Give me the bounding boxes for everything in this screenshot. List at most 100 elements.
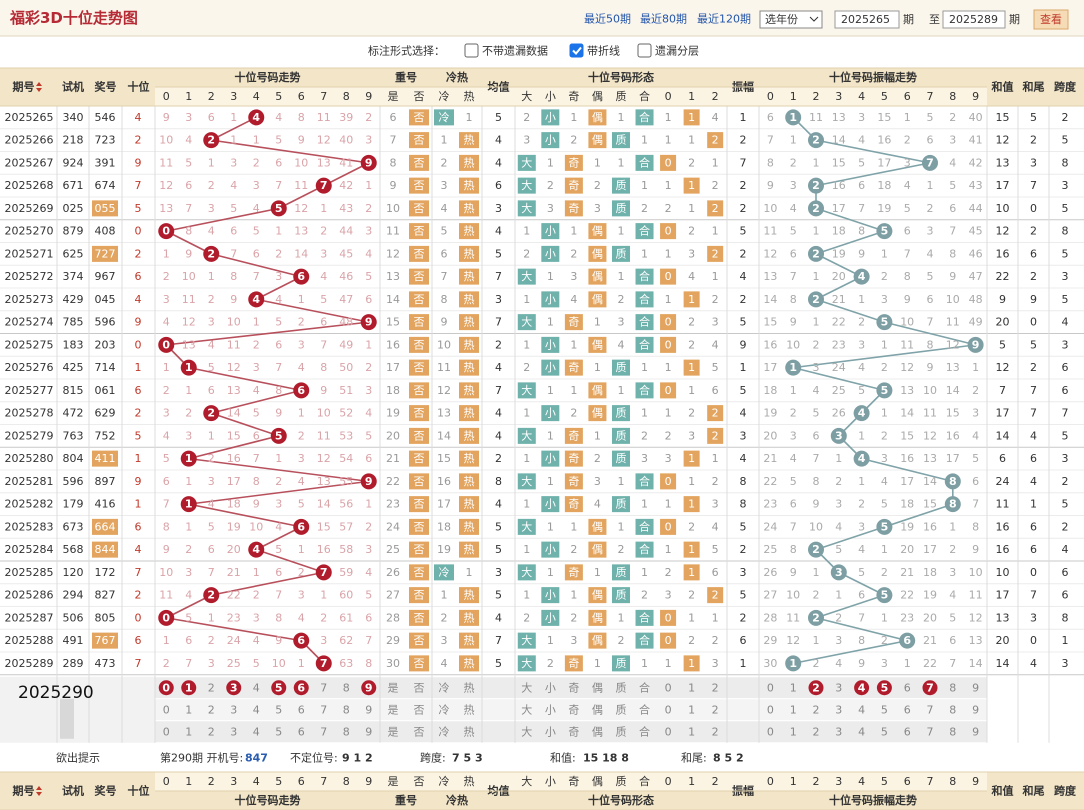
link[interactable]: 最近50期 bbox=[584, 13, 631, 26]
form-miss: 1 bbox=[665, 657, 672, 670]
sub-header: 小 bbox=[545, 90, 556, 103]
checkbox[interactable] bbox=[637, 43, 652, 58]
year-select[interactable] bbox=[759, 10, 823, 29]
picked-amp[interactable] bbox=[808, 680, 824, 696]
trend-miss: 4 bbox=[298, 361, 305, 374]
trend-miss: 9 bbox=[298, 134, 305, 147]
form-miss: 1 bbox=[570, 384, 577, 397]
amp-link bbox=[815, 139, 931, 164]
test-number: 218 bbox=[63, 134, 84, 147]
coldhot-miss: 6 bbox=[441, 247, 448, 260]
amp-miss: 7 bbox=[927, 316, 934, 329]
repeat: 否 bbox=[414, 179, 425, 192]
amp-miss: 18 bbox=[923, 566, 937, 579]
view-button[interactable] bbox=[1033, 9, 1069, 30]
predict-fixed: 9 1 2 bbox=[342, 752, 373, 765]
trend-link bbox=[278, 184, 325, 210]
coldhot: 热 bbox=[464, 316, 475, 329]
picked-trend[interactable] bbox=[361, 680, 377, 696]
from-input[interactable] bbox=[834, 10, 900, 29]
trend-hit-label: 0 bbox=[162, 611, 170, 624]
picked-amp[interactable] bbox=[922, 680, 938, 696]
selector-digit: 4 bbox=[253, 681, 260, 694]
selector-digit: 7 bbox=[320, 681, 327, 694]
test-number: 425 bbox=[63, 361, 84, 374]
amp-miss: 48 bbox=[969, 293, 983, 306]
amp-miss: 5 bbox=[858, 156, 865, 169]
trend-miss: 11 bbox=[294, 179, 308, 192]
picked-trend[interactable] bbox=[293, 680, 309, 696]
sub-header: 3 bbox=[230, 90, 237, 103]
amp-miss: 3 bbox=[835, 498, 842, 511]
coldhot-miss: 3 bbox=[441, 179, 448, 192]
amp-hit bbox=[830, 564, 847, 581]
trend-miss: 10 bbox=[249, 520, 263, 533]
form-miss: 2 bbox=[688, 407, 695, 420]
amp-miss: 1 bbox=[813, 316, 820, 329]
picked-trend[interactable] bbox=[181, 680, 197, 696]
trend-miss: 12 bbox=[227, 361, 241, 374]
form-miss: 1 bbox=[523, 225, 530, 238]
amp-miss: 10 bbox=[809, 520, 823, 533]
trend-miss: 1 bbox=[230, 111, 237, 124]
form-box bbox=[611, 427, 630, 444]
form-box bbox=[588, 587, 607, 604]
form-miss: 4 bbox=[617, 338, 624, 351]
trend-miss: 7 bbox=[365, 634, 372, 647]
amp-hit-label: 7 bbox=[926, 156, 934, 169]
test-number: 815 bbox=[63, 384, 84, 397]
amp-hit-label: 9 bbox=[972, 338, 980, 351]
span: 5 bbox=[1062, 247, 1069, 260]
group-header: 十位号码振幅走势 bbox=[829, 793, 917, 807]
coldhot-box bbox=[459, 541, 479, 558]
amp-miss: 7 bbox=[813, 452, 820, 465]
form-hit: 1 bbox=[688, 566, 695, 579]
selector-digit: 4 bbox=[253, 703, 260, 716]
amp-miss: 17 bbox=[900, 475, 914, 488]
checkbox[interactable] bbox=[569, 43, 584, 58]
checkbox[interactable] bbox=[464, 43, 479, 58]
picked-trend[interactable] bbox=[158, 680, 174, 696]
amp-miss: 8 bbox=[790, 293, 797, 306]
to-input[interactable] bbox=[942, 10, 1006, 29]
period: 2025280 bbox=[5, 452, 54, 465]
coldhot-box bbox=[459, 427, 479, 444]
coldhot-box bbox=[459, 382, 479, 399]
sub-header: 4 bbox=[858, 90, 865, 103]
selector-option: 冷 bbox=[439, 725, 450, 738]
amp-miss: 18 bbox=[877, 179, 891, 192]
form: 奇 bbox=[568, 452, 579, 465]
picked-trend[interactable] bbox=[271, 680, 287, 696]
trend-miss: 59 bbox=[339, 566, 353, 579]
picked-amp[interactable] bbox=[854, 680, 870, 696]
link[interactable]: 最近120期 bbox=[697, 13, 751, 26]
repeat: 否 bbox=[414, 111, 425, 124]
picked-trend[interactable] bbox=[226, 680, 242, 696]
form-box bbox=[635, 382, 654, 399]
amplitude: 5 bbox=[740, 520, 747, 533]
form-hit: 1 bbox=[688, 179, 695, 192]
amp-miss: 2 bbox=[858, 316, 865, 329]
form-miss: 1 bbox=[688, 611, 695, 624]
award: 061 bbox=[95, 384, 116, 397]
amp-miss: 2 bbox=[949, 111, 956, 124]
form-hit-box bbox=[707, 245, 724, 262]
trend-miss: 9 bbox=[275, 634, 282, 647]
span: 6 bbox=[1062, 589, 1069, 602]
sub-header: 7 bbox=[927, 90, 934, 103]
trend-miss: 12 bbox=[317, 134, 331, 147]
trend-hit bbox=[293, 632, 310, 649]
trend-hit bbox=[180, 450, 197, 467]
selector-option: 是 bbox=[388, 681, 399, 694]
amplitude: 2 bbox=[740, 543, 747, 556]
form-box bbox=[517, 473, 536, 490]
form-miss: 4 bbox=[594, 498, 601, 511]
tens-digit: 6 bbox=[135, 520, 142, 533]
selector-digit: 4 bbox=[253, 725, 260, 738]
sub-header: 0 bbox=[665, 90, 672, 103]
link[interactable]: 最近80期 bbox=[640, 13, 687, 26]
picked-amp[interactable] bbox=[876, 680, 892, 696]
tail: 6 bbox=[1030, 520, 1037, 533]
sub-header: 1 bbox=[790, 775, 797, 788]
